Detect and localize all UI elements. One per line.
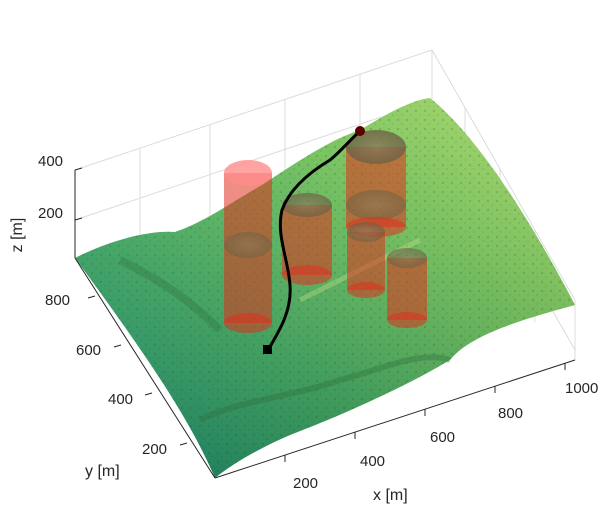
obstacle-cylinder (224, 160, 272, 333)
x-tick-label: 600 (430, 429, 455, 446)
y-tick-label: 800 (45, 292, 70, 309)
x-tick-label: 1000 (565, 380, 598, 397)
x-tick-label: 200 (293, 475, 318, 492)
planned-path (263, 126, 365, 354)
y-tick-label: 600 (76, 342, 101, 359)
z-tick-label: 400 (38, 153, 63, 170)
terrain-surface (75, 98, 575, 478)
x-tick-label: 800 (498, 405, 523, 422)
start-marker (263, 345, 272, 354)
x-axis-label: x [m] (373, 487, 408, 504)
y-tick-label: 200 (142, 441, 167, 458)
axes (74, 167, 576, 479)
y-tick-label: 400 (108, 391, 133, 408)
z-axis-label: z [m] (9, 218, 26, 253)
obstacle-group (224, 130, 427, 333)
y-axis-label: y [m] (85, 463, 120, 480)
obstacle-cylinder (387, 248, 427, 328)
obstacle-cylinder (346, 130, 406, 237)
goal-marker (355, 126, 365, 136)
x-tick-label: 400 (360, 453, 385, 470)
z-tick-label: 200 (38, 205, 63, 222)
obstacle-cylinder (347, 222, 385, 298)
obstacle-cylinder (282, 193, 332, 285)
